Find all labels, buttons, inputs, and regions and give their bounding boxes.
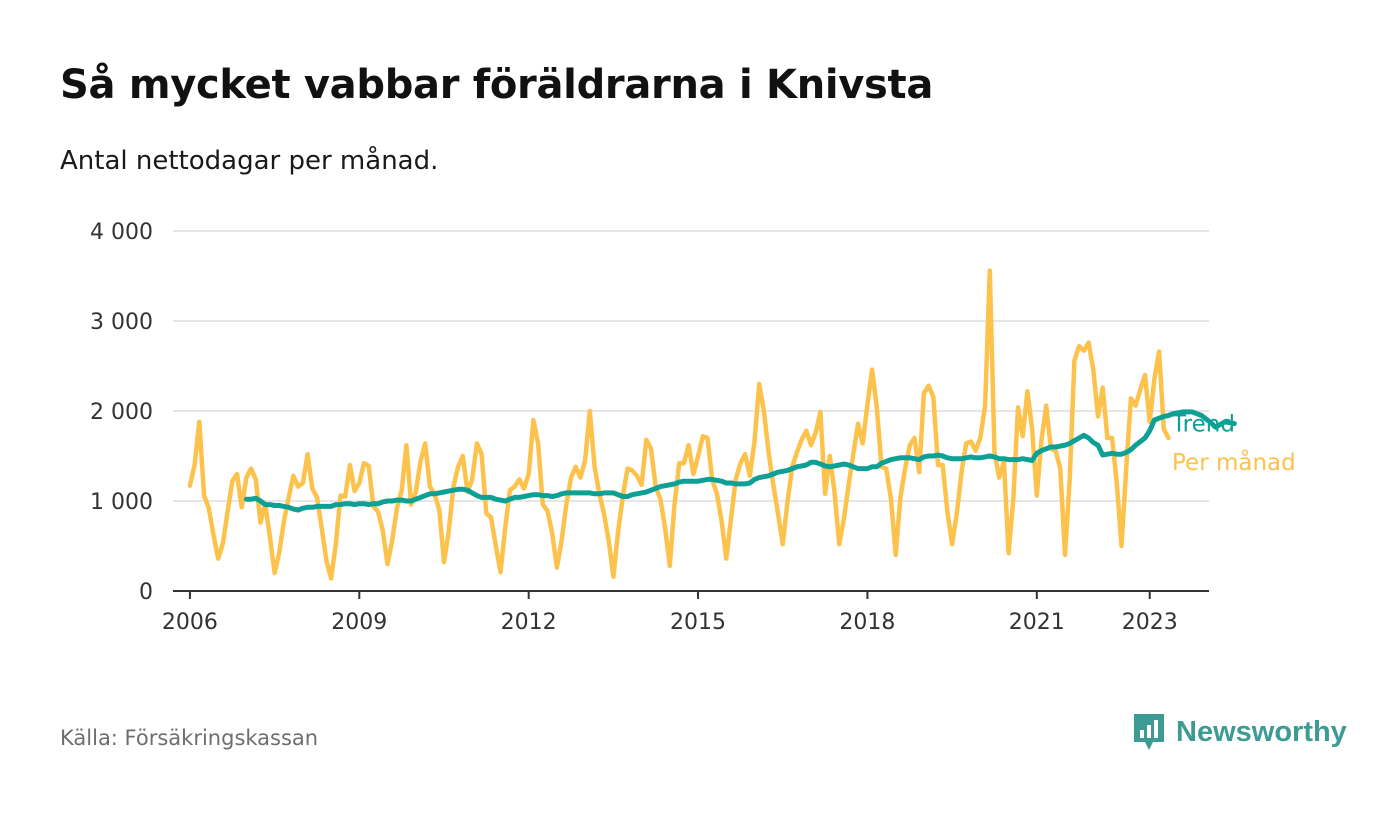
chart-title: Så mycket vabbar föräldrarna i Knivsta [60, 62, 934, 108]
brand-name: Newsworthy [1176, 715, 1347, 748]
series-layer [187, 268, 1237, 581]
source-note: Källa: Försäkringskassan [60, 726, 319, 750]
x-tick-label: 2006 [162, 610, 218, 635]
y-axis-ticks: 0 1 000 2 000 3 000 4 000 [90, 220, 153, 605]
x-tick-label: 2023 [1122, 610, 1178, 635]
series-label-per-manad: Per månad [1172, 448, 1296, 476]
x-tick-label: 2021 [1009, 610, 1065, 635]
brand-logo[interactable]: Newsworthy [1132, 712, 1347, 752]
x-tick-label: 2015 [670, 610, 726, 635]
y-tick-label: 0 [139, 580, 153, 605]
series-labels: Per månad Trend [1171, 412, 1296, 476]
y-tick-label: 3 000 [90, 310, 153, 335]
series-label-trend: Trend [1171, 412, 1235, 438]
x-tick-label: 2018 [839, 610, 895, 635]
y-tick-label: 2 000 [90, 400, 153, 425]
chart-subtitle: Antal nettodagar per månad. [60, 146, 439, 176]
y-tick-label: 1 000 [90, 490, 153, 515]
bar-chart-speech-bubble-icon [1134, 714, 1164, 750]
grid-layer [173, 230, 1209, 592]
x-tick-label: 2009 [331, 610, 387, 635]
x-tick-label: 2012 [501, 610, 557, 635]
x-axis-ticks: 2006 2009 2012 2015 2018 2021 2023 [162, 591, 1178, 635]
series-line-trend [243, 409, 1237, 513]
y-tick-label: 4 000 [90, 220, 153, 245]
series-line-per-manad [187, 268, 1171, 581]
